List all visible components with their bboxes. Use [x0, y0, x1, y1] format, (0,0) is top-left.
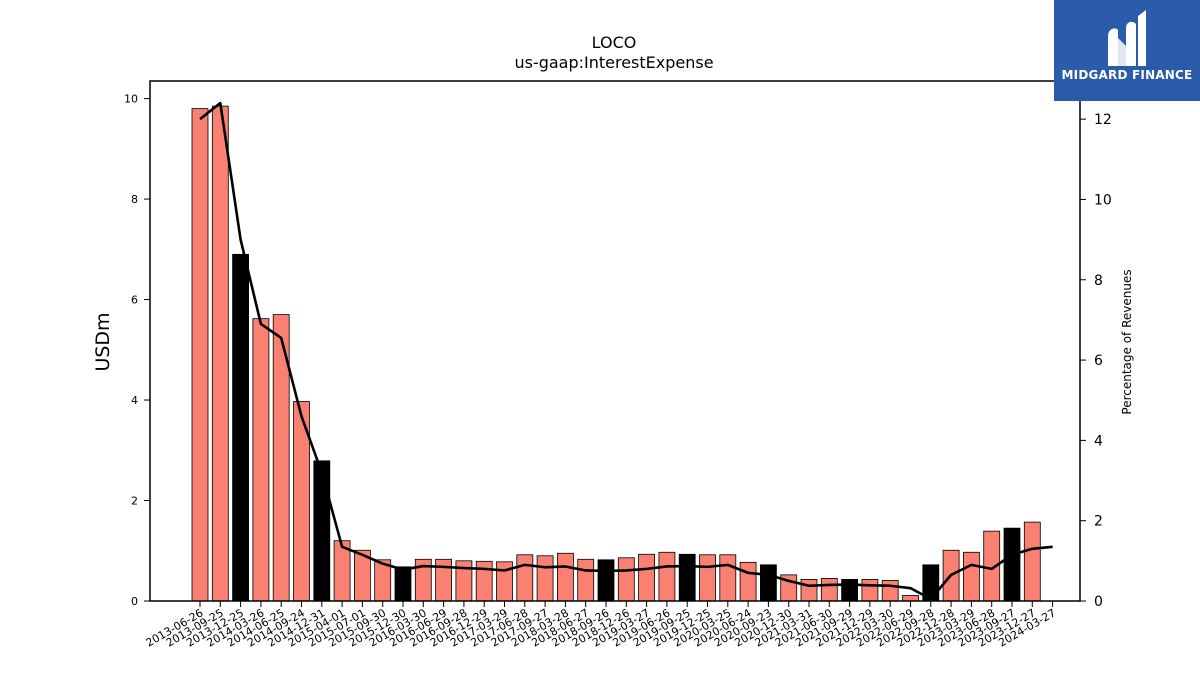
y2-tick-label: 6 — [1094, 353, 1103, 369]
y2-tick-label: 10 — [1094, 192, 1112, 208]
y-tick-label: 10 — [124, 93, 138, 106]
bar — [760, 564, 777, 602]
bar — [963, 551, 980, 602]
y-tick-label: 8 — [131, 193, 138, 206]
revenue-percentage-line — [199, 101, 1053, 601]
bar — [902, 595, 919, 602]
bar — [658, 551, 676, 602]
plot-frame — [149, 80, 1081, 602]
bar — [536, 555, 554, 602]
bar — [577, 558, 595, 602]
bar — [516, 554, 534, 602]
midgard-logo-icon — [1108, 10, 1146, 66]
y2-axis-label: Percentage of Revenues — [1120, 269, 1134, 414]
bar — [617, 557, 635, 602]
bar — [719, 554, 737, 602]
bar — [313, 460, 331, 602]
bar — [861, 579, 879, 602]
bar — [678, 553, 696, 602]
bar — [1003, 527, 1021, 602]
bar — [211, 105, 229, 602]
bar — [232, 253, 250, 602]
bar — [638, 553, 655, 602]
bar — [841, 579, 858, 602]
bar — [699, 554, 716, 602]
y2-tick-label: 0 — [1094, 594, 1103, 610]
y-tick-label: 2 — [131, 495, 138, 508]
bar — [597, 559, 615, 602]
y2-tick-label: 2 — [1094, 514, 1103, 530]
chart-subtitle: us-gaap:InterestExpense — [514, 53, 713, 72]
bar — [881, 580, 899, 602]
bar — [820, 577, 838, 602]
bar — [557, 552, 574, 602]
brand-name: MIDGARD FINANCE — [1061, 68, 1193, 82]
y2-tick-label: 4 — [1094, 433, 1103, 449]
y2-tick-label: 12 — [1094, 112, 1112, 128]
brand-logo: MIDGARD FINANCE — [1054, 0, 1200, 101]
y-tick-label: 6 — [131, 294, 138, 307]
bar — [1023, 521, 1041, 602]
y-axis-label: USDm — [92, 312, 114, 371]
bar — [739, 561, 757, 602]
bar — [191, 108, 209, 602]
chart-title: LOCO — [592, 33, 637, 52]
y-tick-label: 0 — [131, 595, 138, 608]
bar — [394, 566, 412, 602]
bar — [252, 318, 270, 602]
bar — [475, 560, 493, 602]
y-tick-label: 4 — [131, 394, 138, 407]
bar — [800, 579, 818, 602]
y2-tick-label: 8 — [1094, 273, 1103, 289]
